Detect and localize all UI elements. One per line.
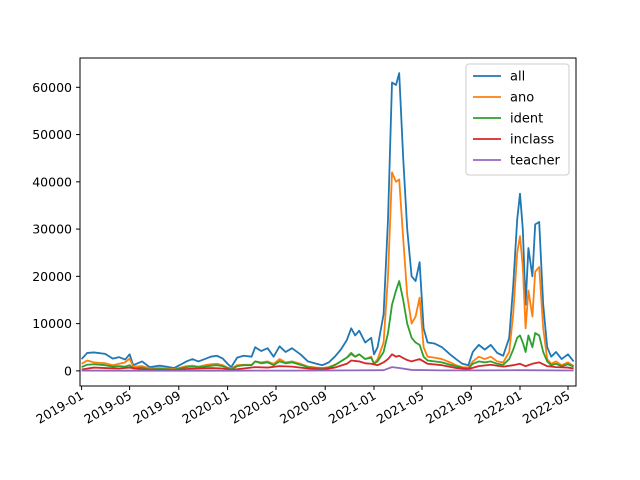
series-line-inclass <box>81 353 574 372</box>
legend-box <box>465 63 570 176</box>
legend: all ano ident inclass teacher <box>465 63 570 176</box>
series-line-teacher <box>81 366 574 372</box>
series-line-ident <box>81 280 574 371</box>
series-layer <box>80 72 575 372</box>
y-tick-label: 0 <box>64 363 72 378</box>
legend-label-ano: ano <box>510 91 534 106</box>
y-tick-label: 30000 <box>32 222 72 237</box>
legend-label-teacher: teacher <box>510 154 560 169</box>
plot-frame <box>79 57 577 387</box>
y-tick-label: 60000 <box>32 80 72 95</box>
series-line-all <box>80 72 575 369</box>
y-tick-label: 50000 <box>32 127 72 142</box>
legend-label-ident: ident <box>510 112 543 127</box>
legend-label-all: all <box>510 70 525 85</box>
y-tick-label: 10000 <box>32 316 72 331</box>
y-axis: 0 10000 20000 30000 40000 50000 60000 <box>32 80 80 378</box>
y-tick-label: 40000 <box>32 174 72 189</box>
y-tick-label: 20000 <box>32 269 72 284</box>
legend-label-inclass: inclass <box>510 133 554 148</box>
